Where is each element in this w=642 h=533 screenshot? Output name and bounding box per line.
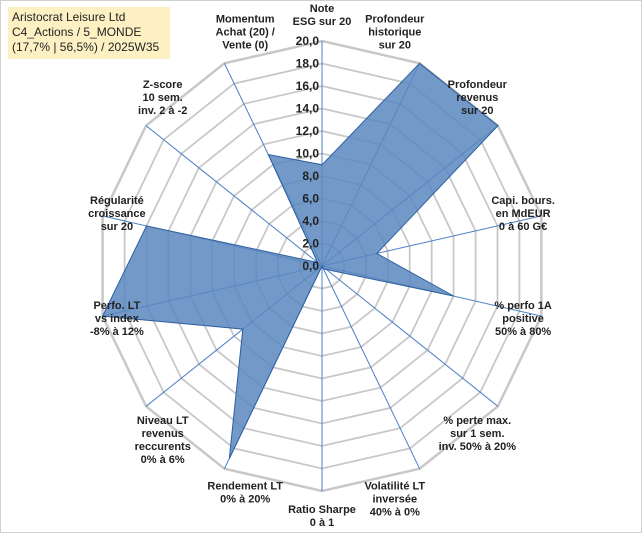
title-line-1: Aristocrat Leisure Ltd <box>12 10 126 24</box>
axis-label-line: Momentum <box>216 14 275 26</box>
axis-label-line: 0% à 20% <box>220 494 270 506</box>
tick-layer: 0,0 2,0 4,0 6,0 8,0 10,0 12,0 14,0 16,0 18,0 20,0 <box>296 34 320 273</box>
axis-label-line: 0 à 60 G€ <box>499 221 547 233</box>
tick-label: 10,0 <box>296 147 320 161</box>
tick-label: 4,0 <box>302 214 319 228</box>
axis-spoke <box>321 265 499 407</box>
axis-label: Profondeur revenus sur 20 <box>448 79 508 117</box>
axis-label-line: Régularité <box>90 195 144 207</box>
title-line-2: C4_Actions / 5_MONDE <box>12 25 142 39</box>
axis-label-line: Note <box>310 3 334 15</box>
axis-label-line: en MdEUR <box>496 208 551 220</box>
tick-label: 8,0 <box>302 169 319 183</box>
tick-label: 14,0 <box>296 102 320 116</box>
axis-label-line: Achat (20) / <box>216 27 275 39</box>
axis-label-line: 40% à 0% <box>370 507 420 519</box>
axis-label-line: vs index <box>95 313 140 325</box>
axis-label-line: Z-score <box>143 79 183 91</box>
series-area <box>101 62 499 459</box>
axis-label-line: historique <box>368 27 421 39</box>
axis-label-line: 0% à 6% <box>141 454 185 466</box>
axis-label-line: 10 sem. <box>143 92 183 104</box>
axis-label-line: % perte max. <box>443 415 511 427</box>
title-box: Aristocrat Leisure Ltd C4_Actions / 5_MO… <box>8 7 170 59</box>
axis-label-line: croissance <box>88 208 145 220</box>
axis-label-line: revenus <box>456 92 498 104</box>
axis-label: Z-score 10 sem. inv. 2 à -2 <box>138 79 187 117</box>
axis-label: Ratio Sharpe 0 à 1 <box>288 504 356 529</box>
axis-spoke <box>321 265 421 469</box>
axis-label-line: 0 à 1 <box>310 517 334 529</box>
axis-label-line: sur 20 <box>101 221 133 233</box>
axis-label-line: Vente (0) <box>222 40 268 52</box>
axis-label-line: sur 20 <box>461 105 493 117</box>
axis-label-line: 50% à 80% <box>495 326 551 338</box>
label-layer: Note ESG sur 20 Profondeur historique sur 20… <box>88 3 555 529</box>
axis-label-line: revenus <box>142 428 184 440</box>
axis-label-line: ESG sur 20 <box>293 16 352 28</box>
axis-label-line: inv. 50% à 20% <box>439 441 517 453</box>
axis-label-line: Profondeur <box>365 14 425 26</box>
axis-label-line: Rendement LT <box>207 481 283 493</box>
axis-label-line: inversée <box>372 494 417 506</box>
tick-label: 6,0 <box>302 192 319 206</box>
axis-label-line: positive <box>502 313 544 325</box>
axis-label-line: Profondeur <box>448 79 508 91</box>
axis-label: Rendement LT 0% à 20% <box>207 481 283 506</box>
axis-label-line: Perfo. LT <box>93 300 140 312</box>
axis-label: Momentum Achat (20) / Vente (0) <box>216 14 275 52</box>
axis-label: Note ESG sur 20 <box>293 3 352 28</box>
axis-label: Régularité croissance sur 20 <box>88 195 145 233</box>
tick-label: 20,0 <box>296 34 320 48</box>
series-layer <box>101 62 499 459</box>
axis-label-line: % perfo 1A <box>494 300 552 312</box>
axis-label-line: sur 20 <box>379 40 411 52</box>
axis-label: Volatilité LT inversée 40% à 0% <box>364 481 425 519</box>
tick-label: 18,0 <box>296 57 320 71</box>
axis-label: Perfo. LT vs index -8% à 12% <box>90 300 144 338</box>
tick-label: 16,0 <box>296 79 320 93</box>
tick-label: 0,0 <box>302 259 319 273</box>
tick-label: 12,0 <box>296 124 320 138</box>
axis-spoke <box>145 125 323 267</box>
axis-label: Niveau LT revenus reccurents 0% à 6% <box>135 415 191 466</box>
tick-label: 2,0 <box>302 237 319 251</box>
axis-label: Profondeur historique sur 20 <box>365 14 425 52</box>
title-line-3: (17,7% | 56,5%) / 2025W35 <box>12 40 160 54</box>
axis-label: Capi. bours. en MdEUR 0 à 60 G€ <box>491 195 555 233</box>
axis-label: % perte max. sur 1 sem. inv. 50% à 20% <box>439 415 517 453</box>
axis-label: % perfo 1A positive 50% à 80% <box>494 300 552 338</box>
axis-label-line: Volatilité LT <box>364 481 425 493</box>
axis-label-line: Niveau LT <box>137 415 189 427</box>
axis-label-line: sur 1 sem. <box>450 428 504 440</box>
axis-label-line: Ratio Sharpe <box>288 504 356 516</box>
axis-label-line: Capi. bours. <box>491 195 555 207</box>
axis-label-line: reccurents <box>135 441 191 453</box>
axis-label-line: inv. 2 à -2 <box>138 105 187 117</box>
axis-label-line: -8% à 12% <box>90 326 144 338</box>
